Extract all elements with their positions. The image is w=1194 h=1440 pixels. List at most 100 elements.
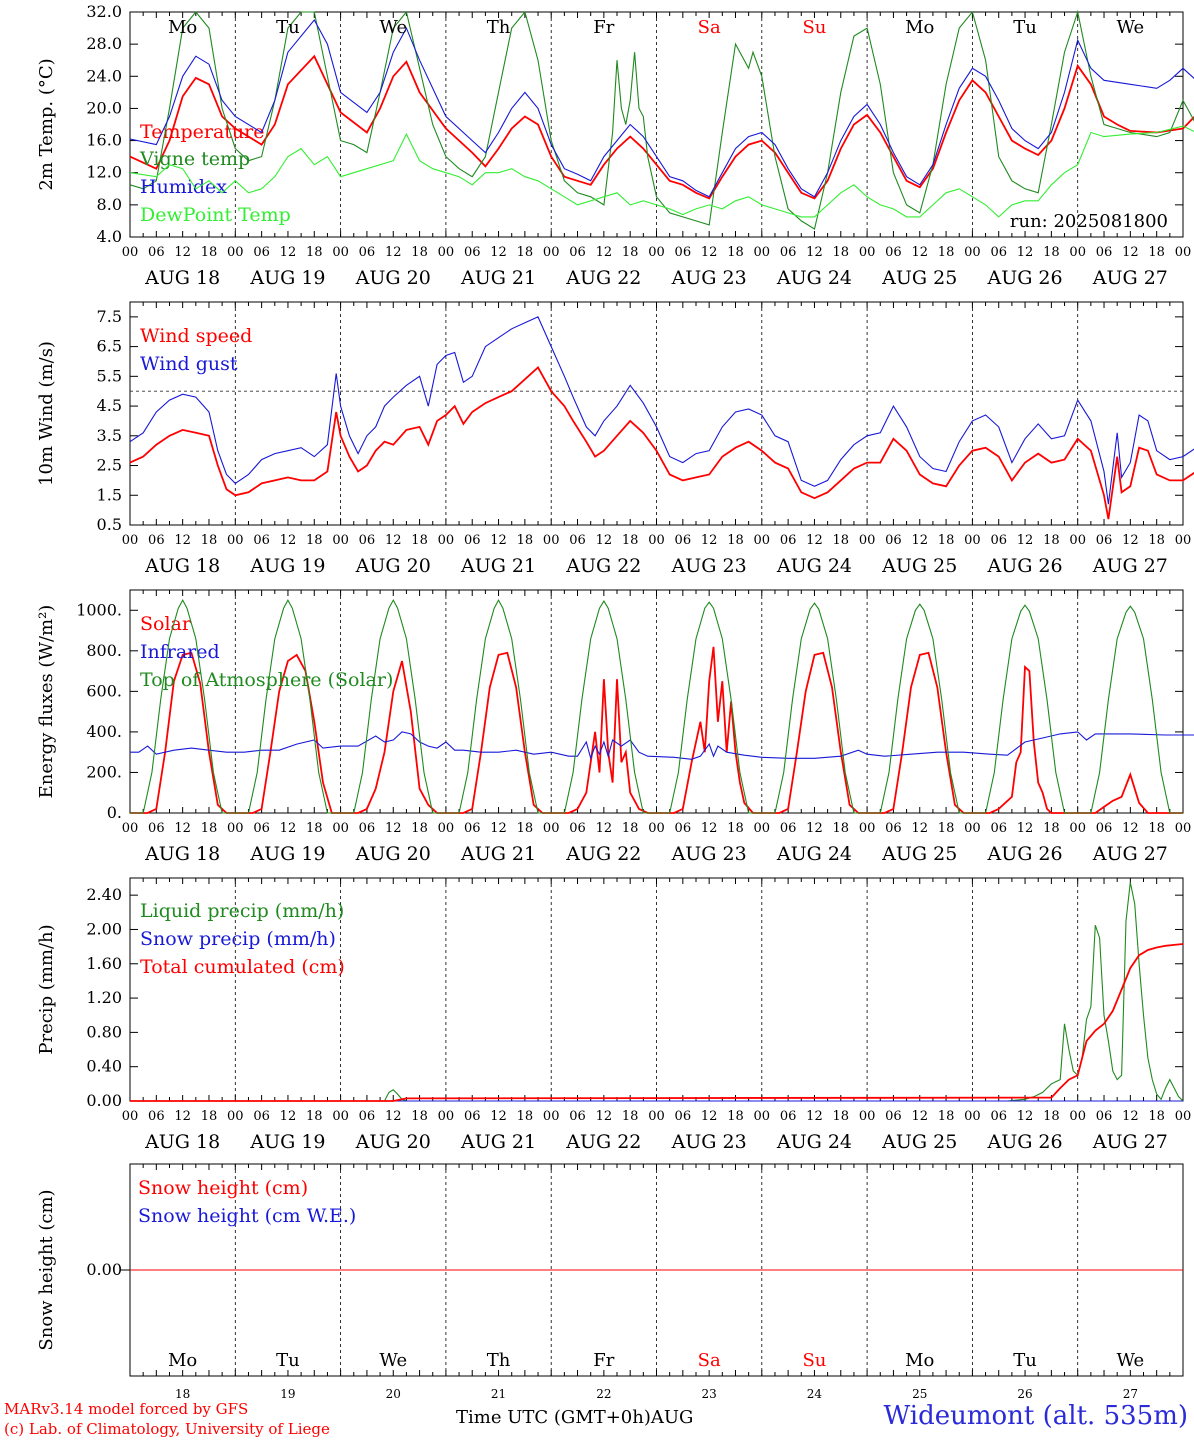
hour-tick-label: 06 xyxy=(885,533,902,548)
series-line-red xyxy=(130,943,1184,1102)
series-line-lime xyxy=(129,125,1194,218)
y-tick-label: 3.5 xyxy=(97,426,122,445)
y-tick-label: 400. xyxy=(86,722,122,741)
day-number-label: 23 xyxy=(702,1387,717,1401)
hour-tick-label: 00 xyxy=(754,821,771,836)
hour-tick-label: 06 xyxy=(569,533,586,548)
hour-tick-label: 00 xyxy=(964,533,981,548)
hour-tick-label: 12 xyxy=(701,533,718,548)
weekday-label: Mo xyxy=(905,17,934,38)
y-tick-label: 0.40 xyxy=(86,1057,122,1076)
hour-tick-label: 18 xyxy=(938,533,955,548)
hour-tick-label: 06 xyxy=(675,821,692,836)
hour-tick-label: 12 xyxy=(911,821,928,836)
hour-tick-label: 00 xyxy=(1069,1109,1086,1124)
panel-2: 0.5 1.5 2.5 3.5 4.5 5.5 6.5 7.5 10m Wind (m/s) Wi… xyxy=(36,301,1194,577)
hour-tick-label: 00 xyxy=(859,533,876,548)
date-label: AUG 19 xyxy=(249,555,325,577)
hour-tick-label: 06 xyxy=(675,533,692,548)
legend-entry: Total cumulated (cm) xyxy=(140,956,345,978)
hour-tick-label: 06 xyxy=(464,821,481,836)
hour-tick-label: 18 xyxy=(622,533,639,548)
hour-tick-label: 00 xyxy=(122,821,139,836)
y-tick-label: 20.0 xyxy=(86,98,122,117)
hour-tick-label: 18 xyxy=(833,245,850,260)
legend-entry: Humidex xyxy=(140,176,227,198)
hour-tick-label: 00 xyxy=(227,1109,244,1124)
hour-tick-label: 00 xyxy=(754,1109,771,1124)
hour-tick-label: 06 xyxy=(780,821,797,836)
y-axis-label: Energy fluxes (W/m²) xyxy=(36,605,57,799)
hour-tick-label: 18 xyxy=(1148,533,1165,548)
y-tick-label: 12.0 xyxy=(86,163,122,182)
weekday-label: We xyxy=(1117,17,1145,38)
hour-tick-label: 06 xyxy=(359,533,376,548)
hour-tick-label: 06 xyxy=(780,1109,797,1124)
hour-tick-label: 00 xyxy=(227,533,244,548)
legend-entry: Temperature xyxy=(140,121,264,143)
date-label: AUG 26 xyxy=(986,555,1062,577)
date-label: AUG 27 xyxy=(1092,267,1168,289)
hour-tick-label: 18 xyxy=(938,1109,955,1124)
hour-tick-label: 18 xyxy=(727,1109,744,1124)
legend-entry: Infrared xyxy=(140,641,220,663)
hour-tick-label: 12 xyxy=(701,821,718,836)
weekday-label: Tu xyxy=(276,17,300,38)
hour-tick-label: 12 xyxy=(1122,821,1139,836)
hour-tick-label: 18 xyxy=(1043,245,1060,260)
hour-tick-label: 00 xyxy=(543,245,560,260)
y-tick-label: 5.5 xyxy=(97,366,122,385)
hour-tick-label: 12 xyxy=(1017,533,1034,548)
hour-tick-label: 00 xyxy=(332,245,349,260)
hour-tick-label: 12 xyxy=(596,245,613,260)
hour-tick-label: 12 xyxy=(1122,245,1139,260)
hour-tick-label: 18 xyxy=(622,245,639,260)
hour-tick-label: 12 xyxy=(596,1109,613,1124)
station-name: Wideumont (alt. 535m) xyxy=(883,1401,1188,1431)
hour-tick-label: 12 xyxy=(490,1109,507,1124)
hour-tick-label: 18 xyxy=(517,245,534,260)
hour-tick-label: 12 xyxy=(280,533,297,548)
weekday-label: Sa xyxy=(698,1350,721,1371)
hour-tick-label: 00 xyxy=(122,245,139,260)
lab-credit: (c) Lab. of Climatology, University of L… xyxy=(4,1420,330,1438)
x-axis-title: Time UTC (GMT+0h)AUG xyxy=(456,1407,693,1428)
y-tick-label: 1.20 xyxy=(86,988,122,1007)
hour-tick-label: 18 xyxy=(1043,533,1060,548)
hour-tick-label: 12 xyxy=(596,821,613,836)
hour-tick-label: 18 xyxy=(517,1109,534,1124)
hour-tick-label: 00 xyxy=(227,245,244,260)
series-line-blue xyxy=(129,316,1194,505)
weekday-label: Tu xyxy=(1013,1350,1037,1371)
y-tick-label: 200. xyxy=(86,762,122,781)
date-label: AUG 19 xyxy=(249,1131,325,1153)
hour-tick-label: 06 xyxy=(464,1109,481,1124)
hour-tick-label: 00 xyxy=(332,533,349,548)
hour-tick-label: 12 xyxy=(385,821,402,836)
hour-tick-label: 12 xyxy=(385,533,402,548)
hour-tick-label: 06 xyxy=(990,533,1007,548)
weekday-label: Tu xyxy=(1013,17,1037,38)
hour-tick-label: 06 xyxy=(253,245,270,260)
y-tick-label: 0.5 xyxy=(97,515,122,534)
hour-tick-label: 12 xyxy=(1017,1109,1034,1124)
hour-tick-label: 00 xyxy=(859,245,876,260)
hour-tick-label: 18 xyxy=(411,821,428,836)
hour-tick-label: 00 xyxy=(859,1109,876,1124)
hour-tick-label: 06 xyxy=(464,533,481,548)
hour-tick-label: 00 xyxy=(1175,533,1192,548)
date-label: AUG 27 xyxy=(1092,555,1168,577)
day-number-label: 21 xyxy=(491,1387,506,1401)
date-label: AUG 22 xyxy=(565,267,641,289)
hour-tick-label: 18 xyxy=(727,821,744,836)
hour-tick-label: 06 xyxy=(675,245,692,260)
hour-tick-label: 06 xyxy=(148,245,165,260)
date-label: AUG 23 xyxy=(671,1131,747,1153)
series-line-blue xyxy=(129,19,1194,198)
day-number-label: 22 xyxy=(596,1387,611,1401)
date-label: AUG 20 xyxy=(355,843,431,865)
date-label: AUG 25 xyxy=(881,555,957,577)
hour-tick-label: 00 xyxy=(648,533,665,548)
date-label: AUG 21 xyxy=(460,843,536,865)
hour-tick-label: 06 xyxy=(780,245,797,260)
